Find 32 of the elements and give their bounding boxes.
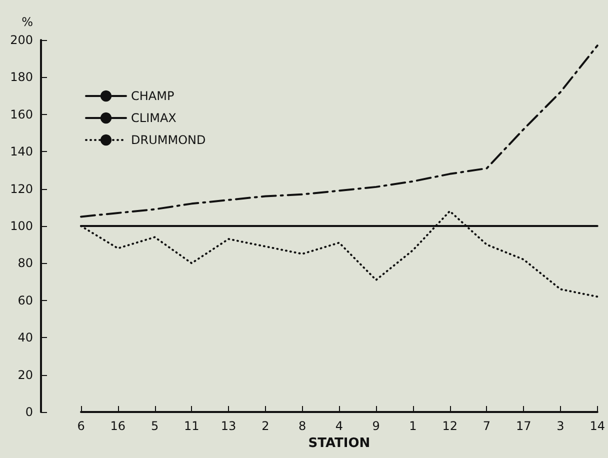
x-tick-label: 6 <box>77 419 85 433</box>
x-tick-label: 3 <box>556 419 564 433</box>
x-tick-label: 11 <box>184 419 200 433</box>
x-tick-label: 12 <box>442 419 458 433</box>
x-tick-label: 7 <box>482 419 491 433</box>
x-tick-label: 5 <box>150 419 159 433</box>
x-tick-label: 1 <box>409 419 417 433</box>
y-tick-label: 140 <box>10 144 33 159</box>
y-tick-label: 200 <box>10 33 33 47</box>
y-tick-label: 60 <box>18 293 33 308</box>
y-axis-title: % <box>22 15 33 29</box>
y-tick-label: 100 <box>10 219 33 233</box>
x-axis-title: STATION <box>308 436 370 451</box>
y-tick-label: 40 <box>18 330 33 345</box>
x-tick-label: 14 <box>590 419 606 433</box>
x-tick-label: 8 <box>298 419 306 433</box>
y-tick-label: 20 <box>18 368 33 382</box>
x-tick-label: 17 <box>516 419 532 433</box>
x-tick-label: 4 <box>335 419 344 433</box>
y-tick-label: 160 <box>10 107 33 122</box>
line-series <box>80 44 598 218</box>
x-tick-label: 16 <box>110 419 126 433</box>
y-tick-label: 120 <box>10 182 33 196</box>
y-tick-label: 80 <box>18 256 33 270</box>
x-tick-label: 9 <box>372 419 380 433</box>
y-tick-label: 180 <box>10 70 33 84</box>
x-tick-label: 2 <box>262 419 270 433</box>
legend-label: CHAMP <box>131 89 174 103</box>
y-tick-label: 0 <box>25 405 33 419</box>
legend-label: DRUMMOND <box>131 133 206 147</box>
x-tick-label: 13 <box>220 419 236 433</box>
legend-label: CLIMAX <box>131 111 176 125</box>
